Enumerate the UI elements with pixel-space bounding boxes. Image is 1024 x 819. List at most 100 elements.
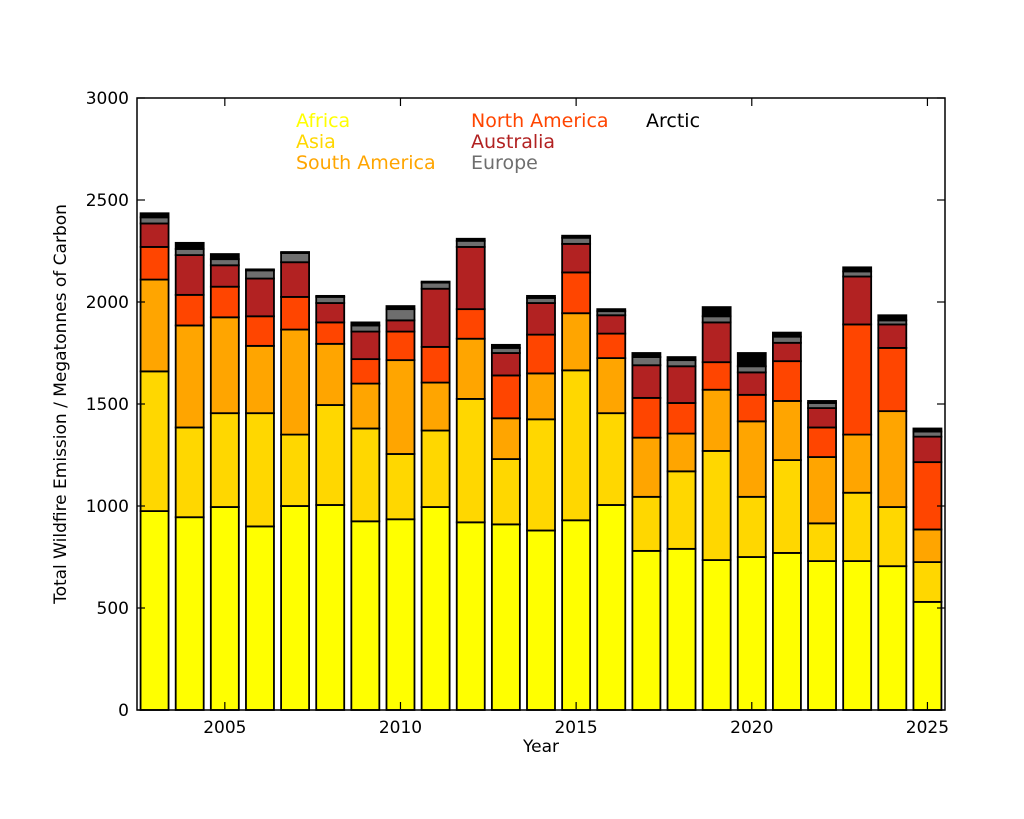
legend-entry-australia: Australia (471, 131, 555, 153)
y-tick-label: 3000 (86, 89, 129, 109)
bar-segment-north-america-2006 (245, 315, 275, 347)
bar-segment-south-america-2021 (772, 400, 802, 462)
bar-segment-africa-2018 (666, 547, 697, 711)
bar-segment-north-america-2020 (736, 393, 767, 423)
bar-segment-arctic-2023 (842, 266, 873, 273)
x-tick-label: 2025 (906, 718, 949, 738)
bar-segment-north-america-2010 (385, 330, 416, 362)
bar-segment-europe-2003 (139, 216, 170, 225)
bar-segment-europe-2021 (772, 335, 802, 344)
bar-segment-australia-2005 (209, 264, 240, 288)
bar-segment-europe-2012 (455, 239, 486, 248)
bar-segment-africa-2008 (315, 504, 346, 711)
bar-segment-south-america-2013 (490, 417, 521, 460)
bar-segment-europe-2017 (631, 356, 662, 367)
bar-segment-africa-2013 (490, 523, 521, 711)
bar-segment-south-america-2017 (631, 436, 662, 498)
bar-segment-asia-2012 (455, 397, 486, 524)
bar-segment-north-america-2012 (455, 308, 486, 340)
y-axis-label: Total Wildfire Emission / Megatonnes of … (51, 204, 71, 605)
bar-segment-africa-2006 (245, 525, 275, 711)
bar-segment-south-america-2015 (561, 312, 592, 372)
bar-segment-europe-2011 (420, 281, 451, 290)
bar-segment-arctic-2008 (315, 294, 346, 298)
bar-segment-asia-2011 (420, 429, 451, 508)
bar-segment-africa-2014 (526, 529, 556, 711)
x-axis-label: Year (522, 737, 559, 757)
bar-segment-south-america-2011 (420, 381, 451, 432)
bar-segment-asia-2008 (315, 404, 346, 506)
bar-segment-europe-2006 (245, 269, 275, 280)
bar-segment-europe-2019 (701, 315, 732, 324)
bar-segment-north-america-2025 (912, 461, 943, 531)
bar-segment-arctic-2021 (772, 331, 802, 338)
bar-segment-arctic-2022 (807, 400, 837, 404)
bar-segment-north-america-2023 (842, 323, 873, 436)
bar-segment-africa-2017 (631, 549, 662, 711)
bar-segment-africa-2004 (174, 516, 205, 711)
bar-segment-asia-2025 (912, 561, 943, 603)
bar-segment-arctic-2005 (209, 253, 240, 261)
bar-segment-arctic-2025 (912, 427, 943, 433)
bar-segment-asia-2003 (139, 370, 170, 512)
bar-segment-australia-2004 (174, 254, 205, 296)
bar-segment-australia-2012 (455, 246, 486, 311)
bar-segment-asia-2013 (490, 458, 521, 526)
bar-segment-south-america-2014 (526, 372, 556, 421)
bar-segment-arctic-2010 (385, 305, 416, 311)
x-tick-label: 2005 (203, 718, 246, 738)
bar-segment-australia-2023 (842, 275, 873, 326)
bar-segment-africa-2023 (842, 560, 873, 711)
bar-segment-asia-2004 (174, 426, 205, 519)
legend-entry-arctic: Arctic (646, 110, 700, 132)
y-tick-label: 2500 (86, 191, 129, 211)
bar-segment-africa-2007 (280, 505, 310, 711)
bar-segment-africa-2024 (877, 565, 908, 711)
bar-segment-north-america-2005 (209, 285, 240, 319)
bar-segment-europe-2018 (666, 359, 697, 368)
bar-segment-australia-2018 (666, 365, 697, 404)
bar-segment-asia-2014 (526, 418, 556, 532)
bar-segment-africa-2011 (420, 506, 451, 711)
bar-segment-australia-2015 (561, 242, 592, 274)
bar-segment-australia-2020 (736, 371, 767, 396)
bar-segment-north-america-2013 (490, 374, 521, 420)
bar-segment-africa-2025 (912, 600, 943, 711)
bar-segment-australia-2016 (596, 314, 627, 335)
bar-segment-arctic-2003 (139, 212, 170, 219)
legend-entry-north-america: North America (471, 110, 609, 132)
bar-segment-arctic-2018 (666, 356, 697, 362)
bar-segment-north-america-2003 (139, 246, 170, 281)
bar-segment-australia-2013 (490, 352, 521, 377)
legend-entry-south-america: South America (296, 152, 436, 174)
bar-segment-australia-2010 (385, 319, 416, 333)
bar-segment-north-america-2024 (877, 346, 908, 413)
bar-segment-arctic-2009 (350, 321, 381, 327)
bar-segment-south-america-2023 (842, 433, 873, 494)
axes-layer: 0 500 1000 1500 2000 2500 3000 2005 2010 2015 2020… (86, 89, 949, 738)
bar-segment-europe-2005 (209, 258, 240, 267)
bar-segment-arctic-2016 (596, 308, 627, 313)
bar-segment-africa-2019 (701, 559, 732, 711)
bar-segment-europe-2009 (350, 324, 381, 333)
bar-segment-asia-2010 (385, 453, 416, 521)
bar-segment-africa-2021 (772, 552, 802, 711)
bar-segment-asia-2007 (280, 433, 310, 507)
bar-segment-australia-2024 (877, 323, 908, 349)
bar-segment-asia-2024 (877, 506, 908, 568)
bar-segment-australia-2008 (315, 302, 346, 324)
bar-segment-europe-2004 (174, 248, 205, 256)
bar-segment-africa-2003 (139, 510, 170, 711)
bar-segment-south-america-2024 (877, 410, 908, 508)
y-tick-label: 500 (97, 599, 129, 619)
bar-segment-south-america-2009 (350, 382, 381, 430)
bar-segment-asia-2015 (561, 369, 592, 522)
bar-segment-south-america-2019 (701, 388, 732, 452)
bar-segment-africa-2016 (596, 504, 627, 711)
bar-segment-asia-2018 (666, 470, 697, 550)
bar-segment-south-america-2008 (315, 342, 346, 406)
bar-segment-africa-2010 (385, 518, 416, 711)
bar-segment-south-america-2004 (174, 324, 205, 429)
bar-segment-asia-2009 (350, 427, 381, 523)
bar-segment-north-america-2004 (174, 293, 205, 327)
